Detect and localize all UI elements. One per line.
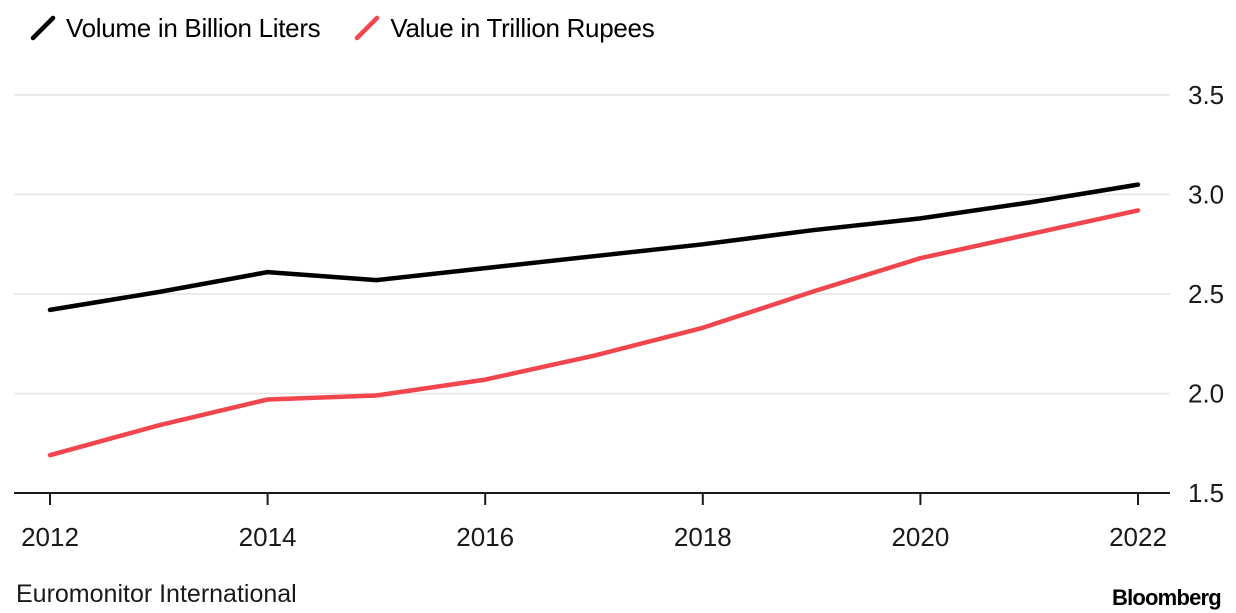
series-lines [47, 182, 1141, 458]
x-tick-label-2014: 2014 [239, 522, 297, 552]
chart-legend: Volume in Billion Liters Value in Trilli… [30, 10, 688, 46]
legend-swatch-value-icon [355, 15, 380, 41]
legend-label-value: Value in Trillion Rupees [390, 12, 655, 43]
series-line-volume [47, 182, 1141, 313]
x-tick-label-2022: 2022 [1109, 522, 1167, 552]
x-tick-label-2018: 2018 [674, 522, 732, 552]
y-tick-label-3.5: 3.5 [1188, 80, 1224, 110]
x-tick-label-2016: 2016 [456, 522, 514, 552]
legend-item-volume: Volume in Billion Liters [30, 12, 321, 44]
x-tick-label-2012: 2012 [21, 522, 79, 552]
x-axis [14, 492, 1170, 505]
y-tick-label-2.5: 2.5 [1188, 279, 1224, 309]
grid-lines [14, 94, 1170, 395]
legend-item-value: Value in Trillion Rupees [354, 12, 655, 44]
y-tick-label-2.0: 2.0 [1188, 379, 1224, 409]
legend-label-volume: Volume in Billion Liters [66, 12, 321, 43]
y-axis-tick-labels: 1.5 2.0 2.5 3.0 3.5 [1188, 80, 1224, 508]
source-note: Euromonitor International [16, 580, 297, 608]
legend-swatch-volume-icon [30, 15, 56, 41]
y-tick-label-3.0: 3.0 [1188, 180, 1224, 210]
series-line-value [47, 208, 1141, 458]
brand-logo: Bloomberg [1112, 585, 1222, 610]
x-tick-label-2020: 2020 [891, 522, 949, 552]
y-tick-label-1.5: 1.5 [1188, 478, 1224, 508]
x-axis-tick-labels: 2012 2014 2016 2018 2020 2022 [21, 522, 1167, 552]
